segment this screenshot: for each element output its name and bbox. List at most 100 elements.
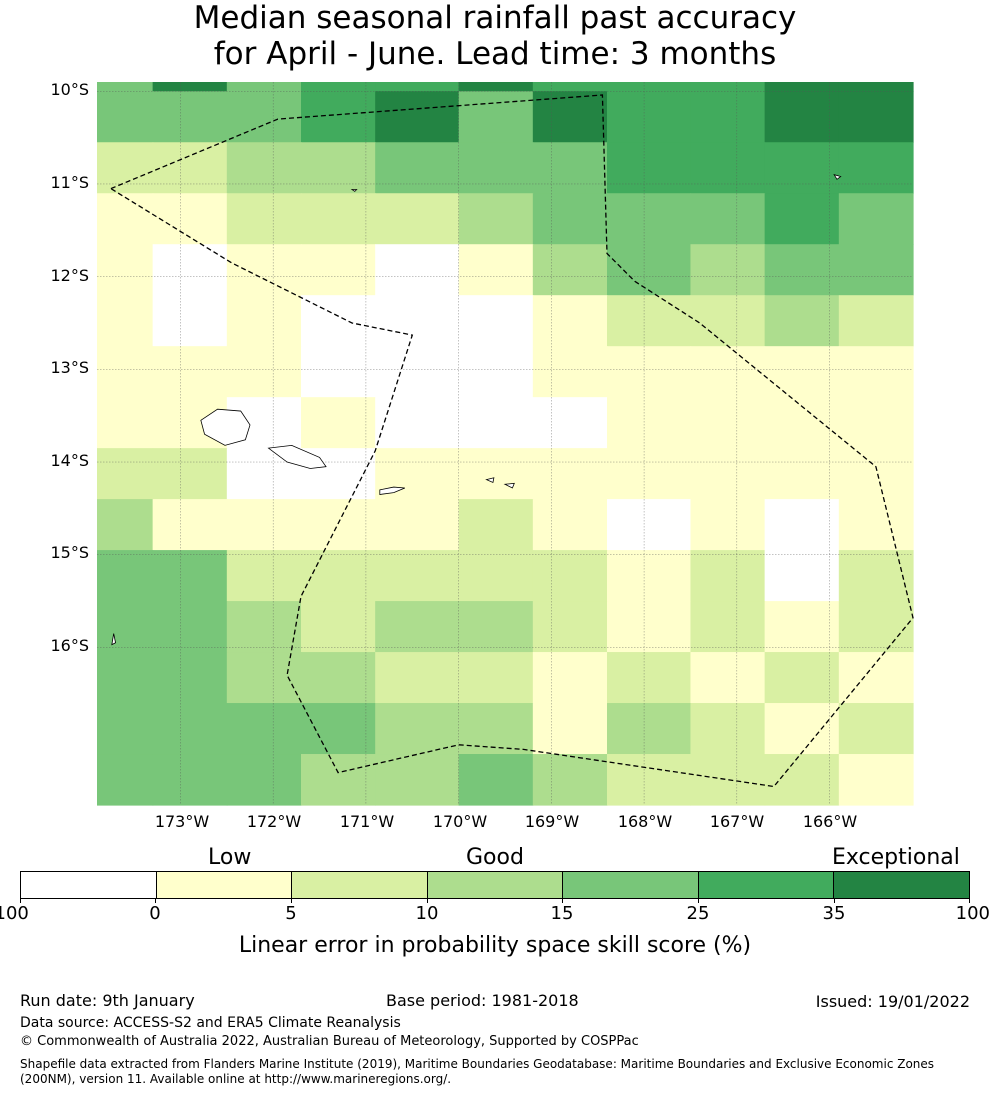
skill-cell — [607, 244, 692, 296]
skill-cell — [375, 397, 460, 449]
skill-cell — [375, 244, 460, 296]
skill-cell — [690, 142, 766, 194]
skill-cell — [301, 601, 376, 653]
lon-label-169w: 169°W — [524, 812, 580, 831]
island-outline — [267, 444, 327, 469]
copyright: © Commonwealth of Australia 2022, Austra… — [20, 1034, 639, 1049]
lon-label-173w: 173°W — [154, 812, 210, 831]
skill-cell — [607, 346, 692, 398]
skill-cell — [690, 652, 766, 704]
skill-cell — [458, 193, 534, 245]
skill-cell — [458, 295, 534, 347]
island-outline — [503, 482, 515, 489]
skill-cell — [152, 142, 228, 194]
lat-label-16s: 16°S — [50, 636, 89, 655]
skill-cell — [375, 346, 460, 398]
skill-cell — [458, 499, 534, 551]
skill-cell — [458, 82, 534, 92]
skill-cell — [458, 142, 534, 194]
skill-cell — [152, 550, 228, 602]
skill-cell — [764, 652, 840, 704]
skill-cell — [226, 754, 302, 806]
skill-cell — [458, 601, 534, 653]
run-date: Run date: 9th January — [20, 991, 195, 1010]
skill-cell — [97, 601, 154, 653]
skill-cell — [607, 91, 692, 143]
skill-cell — [764, 295, 840, 347]
skill-cell — [532, 397, 608, 449]
skill-cell — [764, 754, 840, 806]
skill-cell — [532, 82, 608, 92]
legend-category-low: Low — [208, 845, 252, 870]
legend-category-exceptional: Exceptional — [832, 845, 960, 870]
islands — [111, 174, 842, 646]
skill-cell — [97, 295, 154, 347]
skill-cell — [764, 193, 840, 245]
skill-cell — [607, 550, 692, 602]
shapefile-credit-line1: Shapefile data extracted from Flanders M… — [20, 1057, 935, 1071]
skill-cell — [838, 754, 914, 806]
skill-cell — [226, 91, 302, 143]
skill-cell — [690, 703, 766, 755]
skill-cell — [152, 448, 228, 500]
skill-cell — [226, 193, 302, 245]
colorbar-segment — [834, 872, 970, 898]
skill-cell — [152, 346, 228, 398]
skill-cell — [690, 82, 766, 92]
data-source: Data source: ACCESS-S2 and ERA5 Climate … — [20, 1015, 401, 1031]
eez-boundary — [110, 94, 914, 788]
chart-title-line1: Median seasonal rainfall past accuracy — [193, 0, 797, 36]
colorbar-tick: -100 — [0, 903, 29, 924]
skill-cell — [97, 193, 154, 245]
skill-cell — [607, 703, 692, 755]
lat-label-12s: 12°S — [50, 266, 89, 285]
skill-cell — [97, 499, 154, 551]
skill-cell — [690, 550, 766, 602]
skill-cell — [375, 295, 460, 347]
skill-cell — [226, 295, 302, 347]
skill-cell — [375, 652, 460, 704]
skill-cell — [764, 499, 840, 551]
skill-cell — [97, 346, 154, 398]
skill-cell — [301, 91, 376, 143]
skill-cell — [458, 703, 534, 755]
shapefile-credit-line2: (200NM), version 11. Available online at… — [20, 1072, 452, 1086]
skill-cell — [532, 91, 608, 143]
skill-cell — [607, 142, 692, 194]
skill-cell — [97, 142, 154, 194]
skill-map — [97, 82, 914, 806]
skill-cell — [301, 142, 376, 194]
skill-cell — [532, 550, 608, 602]
skill-cell — [690, 499, 766, 551]
skill-cell — [301, 244, 376, 296]
skill-cell — [301, 499, 376, 551]
skill-cell — [838, 142, 914, 194]
skill-cell — [838, 91, 914, 143]
skill-cell — [838, 244, 914, 296]
skill-cell — [97, 91, 154, 143]
skill-cell — [690, 244, 766, 296]
island-outline — [833, 174, 842, 180]
lon-label-167w: 167°W — [709, 812, 765, 831]
island-outline — [350, 189, 358, 192]
skill-cell — [764, 601, 840, 653]
lon-label-172w: 172°W — [246, 812, 302, 831]
skill-cell — [152, 295, 228, 347]
skill-cell — [607, 397, 692, 449]
skill-cell — [152, 91, 228, 143]
skill-cell — [607, 193, 692, 245]
skill-cell — [764, 142, 840, 194]
colorbar — [20, 871, 970, 899]
colorbar-segment — [156, 872, 293, 898]
skill-cell — [97, 397, 154, 449]
skill-cell — [607, 652, 692, 704]
skill-cell — [690, 448, 766, 500]
skill-cell — [301, 295, 376, 347]
skill-grid — [97, 82, 914, 806]
skill-cell — [458, 346, 534, 398]
skill-cell — [458, 652, 534, 704]
skill-cell — [764, 448, 840, 500]
skill-cell — [301, 82, 376, 92]
lat-label-13s: 13°S — [50, 358, 89, 377]
skill-cell — [301, 550, 376, 602]
